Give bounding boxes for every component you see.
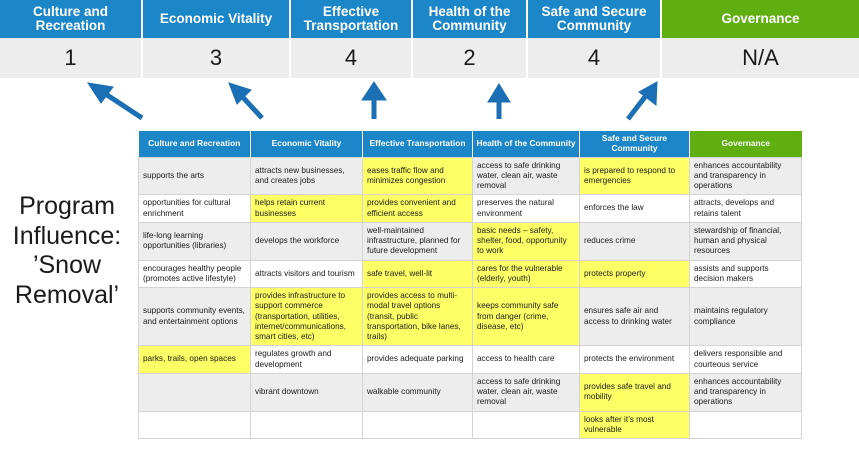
score-bar-value-2: 4 <box>291 38 413 78</box>
matrix-cell-r4-c3: keeps community safe from danger (crime,… <box>472 286 580 347</box>
score-bar-value-4: 4 <box>528 38 662 78</box>
score-bar-header-1: Economic Vitality <box>143 0 291 38</box>
matrix-cell-r7-c5 <box>689 410 802 439</box>
matrix-cell-r5-c3: access to health care <box>472 345 580 374</box>
matrix-row: opportunities for cultural enrichment hel… <box>138 194 802 223</box>
matrix-cell-r5-c0: parks, trails, open spaces <box>138 345 251 374</box>
matrix-cell-r5-c5: delivers responsible and courteous servi… <box>689 345 802 374</box>
caption-line-2: Influence: <box>12 221 122 250</box>
matrix-cell-r3-c0: encourages healthy people (promotes acti… <box>138 259 251 288</box>
score-bar-value-row: 1 3 4 2 4 N/A <box>0 38 859 78</box>
matrix-cell-r0-c3: access to safe drinking water, clean air… <box>472 156 580 196</box>
matrix-cell-r1-c4: enforces the law <box>579 194 690 223</box>
matrix-col-header-0: Culture and Recreation <box>138 131 251 157</box>
matrix-cell-r7-c1 <box>250 410 363 439</box>
matrix-cell-r3-c3: cares for the vulnerable (elderly, youth… <box>472 259 580 288</box>
program-influence-caption: Program Influence: ’Snow Removal’ <box>0 192 134 310</box>
matrix-cell-r4-c4: ensures safe air and access to drinking … <box>579 286 690 347</box>
strategic-outcomes-matrix: Culture and Recreation Economic Vitality E… <box>138 131 802 439</box>
matrix-header-row: Culture and Recreation Economic Vitality E… <box>138 131 802 157</box>
score-bar-value-1: 3 <box>143 38 291 78</box>
matrix-cell-r4-c0: supports community events, and entertain… <box>138 286 251 347</box>
matrix-cell-r1-c0: opportunities for cultural enrichment <box>138 194 251 223</box>
matrix-cell-r6-c5: enhances accountability and transparency… <box>689 372 802 412</box>
matrix-row: life-long learning opportunities (librar… <box>138 221 802 261</box>
arrow-group <box>0 78 859 136</box>
score-bar-header-0: Culture and Recreation <box>0 0 143 38</box>
matrix-cell-r3-c4: protects property <box>579 259 690 288</box>
matrix-cell-r5-c2: provides adequate parking <box>362 345 473 374</box>
matrix-cell-r6-c2: walkable community <box>362 372 473 412</box>
matrix-row: supports the arts attracts new businesses… <box>138 156 802 196</box>
matrix-cell-r1-c5: attracts, develops and retains talent <box>689 194 802 223</box>
matrix-cell-r2-c0: life-long learning opportunities (librar… <box>138 221 251 261</box>
score-bar-value-5: N/A <box>662 38 859 78</box>
score-summary-bar: Culture and Recreation Economic Vitality E… <box>0 0 859 78</box>
matrix-cell-r1-c3: preserves the natural environment <box>472 194 580 223</box>
matrix-cell-r1-c2: provides convenient and efficient access <box>362 194 473 223</box>
matrix-cell-r4-c2: provides access to multi-modal travel op… <box>362 286 473 347</box>
matrix-cell-r2-c2: well-maintained infrastructure, planned … <box>362 221 473 261</box>
matrix-cell-r7-c0 <box>138 410 251 439</box>
matrix-cell-r3-c5: assists and supports decision makers <box>689 259 802 288</box>
matrix-col-header-3: Health of the Community <box>472 131 580 157</box>
matrix-cell-r0-c1: attracts new businesses, and creates job… <box>250 156 363 196</box>
matrix-cell-r6-c0 <box>138 372 251 412</box>
arrow-economic-vitality <box>228 82 264 120</box>
matrix-cell-r0-c4: is prepared to respond to emergencies <box>579 156 690 196</box>
score-bar-header-row: Culture and Recreation Economic Vitality E… <box>0 0 859 38</box>
matrix-cell-r3-c1: attracts visitors and tourism <box>250 259 363 288</box>
matrix-cell-r7-c2 <box>362 410 473 439</box>
matrix-cell-r0-c5: enhances accountability and transparency… <box>689 156 802 196</box>
matrix-cell-r5-c4: protects the environment <box>579 345 690 374</box>
matrix-cell-r2-c5: stewardship of financial, human and phys… <box>689 221 802 261</box>
matrix-col-header-5: Governance <box>689 131 802 157</box>
matrix-cell-r4-c1: provides infrastructure to support comme… <box>250 286 363 347</box>
matrix-row: parks, trails, open spaces regulates grow… <box>138 345 802 374</box>
matrix-cell-r0-c0: supports the arts <box>138 156 251 196</box>
score-bar-header-2: Effective Transportation <box>291 0 413 38</box>
score-bar-header-3: Health of the Community <box>413 0 528 38</box>
caption-line-4: Removal’ <box>14 280 120 309</box>
arrow-health-of-the-community <box>487 83 511 119</box>
matrix-row: supports community events, and entertain… <box>138 286 802 347</box>
matrix-col-header-2: Effective Transportation <box>362 131 473 157</box>
matrix-row: encourages healthy people (promotes acti… <box>138 259 802 288</box>
matrix-cell-r1-c1: helps retain current businesses <box>250 194 363 223</box>
matrix-cell-r6-c3: access to safe drinking water, clean air… <box>472 372 580 412</box>
matrix-cell-r0-c2: eases traffic flow and minimizes congest… <box>362 156 473 196</box>
matrix-cell-r2-c4: reduces crime <box>579 221 690 261</box>
matrix-col-header-1: Economic Vitality <box>250 131 363 157</box>
caption-line-1: Program <box>19 192 115 220</box>
matrix-cell-r2-c1: develops the workforce <box>250 221 363 261</box>
arrow-effective-transportation <box>361 81 387 119</box>
matrix-body: supports the arts attracts new businesses… <box>138 156 802 439</box>
matrix-cell-r2-c3: basic needs – safety, shelter, food, opp… <box>472 221 580 261</box>
matrix-cell-r5-c1: regulates growth and development <box>250 345 363 374</box>
matrix-cell-r3-c2: safe travel, well-lit <box>362 259 473 288</box>
matrix-cell-r6-c4: provides safe travel and mobility <box>579 372 690 412</box>
matrix-row: looks after it’s most vulnerable <box>138 410 802 439</box>
matrix-col-header-4: Safe and Secure Community <box>579 131 690 157</box>
caption-line-3: ’Snow <box>32 251 102 279</box>
score-bar-value-3: 2 <box>413 38 528 78</box>
score-bar-header-4: Safe and Secure Community <box>528 0 662 38</box>
arrow-safe-and-secure-community <box>626 81 658 121</box>
matrix-row: vibrant downtown walkable community access… <box>138 372 802 412</box>
matrix-cell-r7-c4: looks after it’s most vulnerable <box>579 410 690 439</box>
matrix-head: Culture and Recreation Economic Vitality E… <box>138 131 802 157</box>
score-bar-value-0: 1 <box>0 38 143 78</box>
score-bar-header-5: Governance <box>662 0 859 38</box>
arrows-svg <box>86 81 658 121</box>
matrix-cell-r6-c1: vibrant downtown <box>250 372 363 412</box>
arrow-culture-and-recreation <box>86 82 144 121</box>
matrix-cell-r7-c3 <box>472 410 580 439</box>
matrix-cell-r4-c5: maintains regulatory compliance <box>689 286 802 347</box>
